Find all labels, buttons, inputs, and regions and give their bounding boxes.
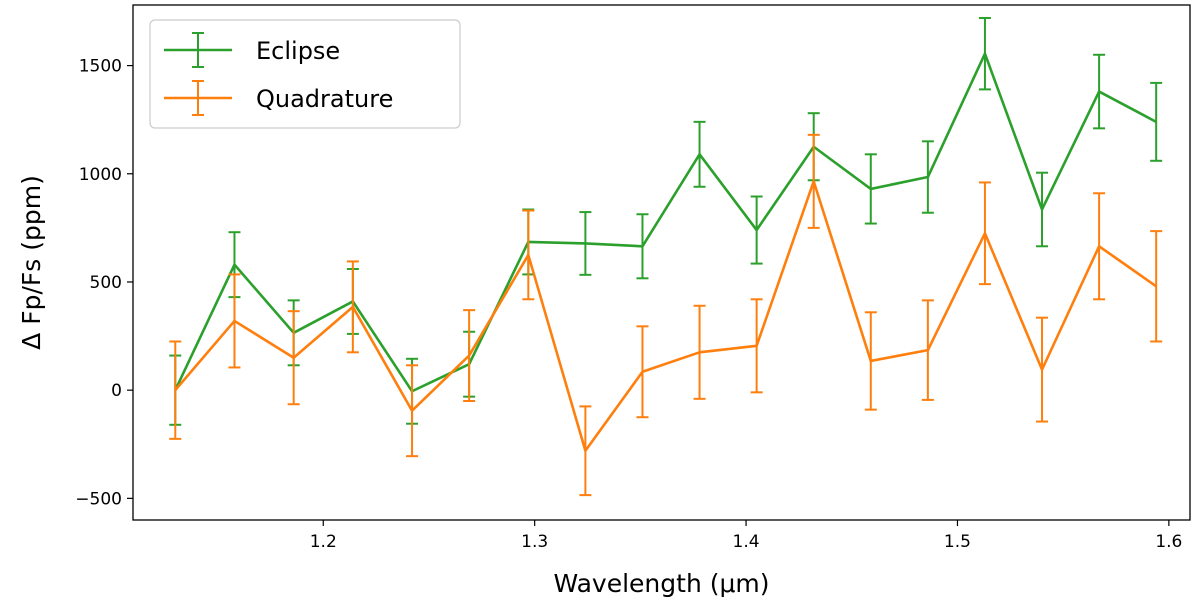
y-axis-label: Δ Fp/Fs (ppm) <box>17 175 46 350</box>
legend-entry-quadrature: Quadrature <box>164 80 393 116</box>
series-layer <box>169 16 1163 497</box>
y-tick-label: 1000 <box>79 165 122 185</box>
y-tick-label: −500 <box>75 489 122 509</box>
plot-frame <box>132 4 1191 521</box>
x-tick-label: 1.6 <box>1155 532 1182 552</box>
y-tick-label: 0 <box>111 381 122 401</box>
legend-box <box>149 19 461 129</box>
x-tick-label: 1.3 <box>521 532 548 552</box>
x-axis-label: Wavelength (μm) <box>553 569 769 598</box>
y-axis-ticks: −500 0 500 1000 1500 <box>75 57 133 509</box>
y-tick-label: 1500 <box>79 57 122 77</box>
x-tick-label: 1.5 <box>944 532 971 552</box>
x-tick-label: 1.4 <box>733 532 760 552</box>
x-axis-ticks: 1.2 1.3 1.4 1.5 1.6 <box>310 520 1182 552</box>
series-line <box>174 52 1157 393</box>
legend-entry-eclipse: Eclipse <box>164 32 340 68</box>
series-quadrature <box>169 133 1163 497</box>
legend-entries: Eclipse Quadrature <box>164 32 393 116</box>
y-tick-label: 500 <box>90 273 122 293</box>
x-tick-label: 1.2 <box>310 532 337 552</box>
series-line <box>174 180 1157 453</box>
legend-label: Quadrature <box>256 85 393 113</box>
legend-label: Eclipse <box>256 37 340 65</box>
legend: Eclipse Quadrature <box>149 19 461 129</box>
